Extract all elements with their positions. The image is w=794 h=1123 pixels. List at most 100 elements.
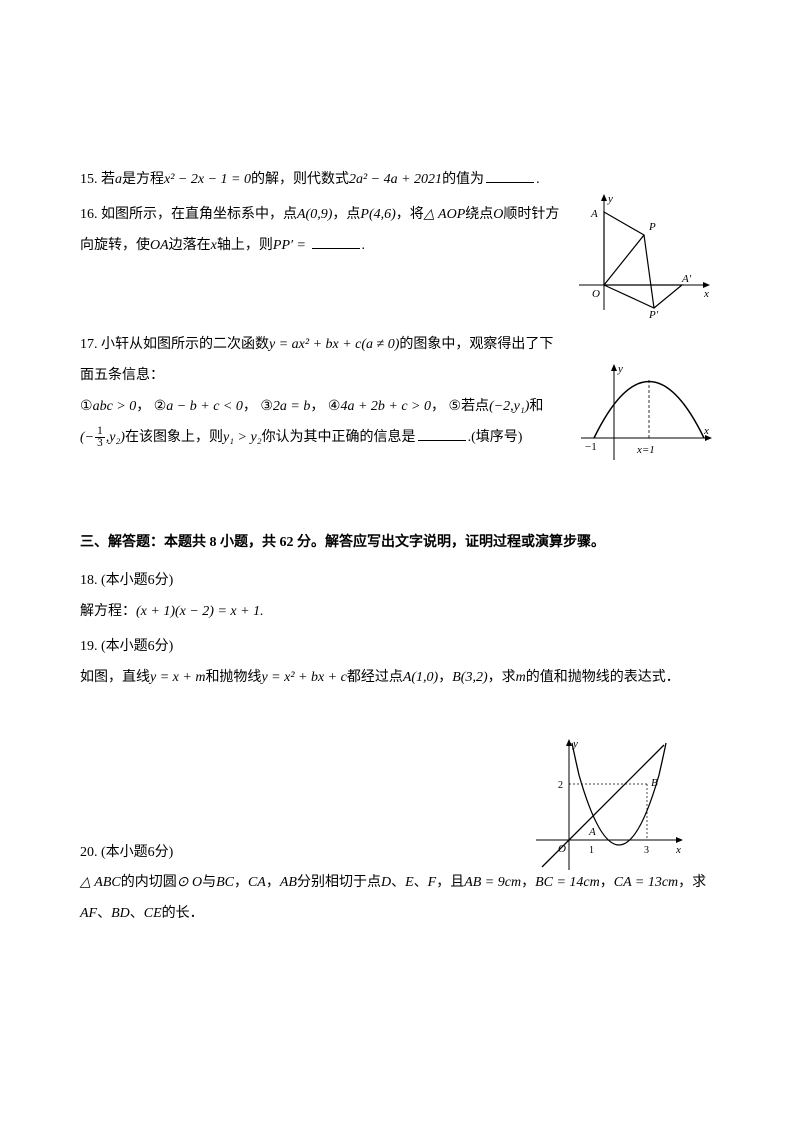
pt: E [405, 875, 414, 890]
dun: ， [234, 875, 248, 890]
point-P-label: P [648, 221, 656, 233]
ineq: a − b + c < 0 [166, 399, 243, 414]
eq: (x + 1)(x − 2) = x + 1. [136, 604, 264, 619]
ineq: 4a + 2b + c > 0 [340, 399, 431, 414]
text: 边落在 [169, 238, 211, 253]
tick-2: 2 [558, 780, 563, 791]
seg: BC [216, 875, 234, 890]
text: 小轩从如图所示的二次函数 [101, 337, 269, 352]
text: . [362, 238, 366, 253]
text: ，且 [436, 875, 464, 890]
text: ，点 [332, 207, 360, 222]
val: CA = 13cm [614, 875, 678, 890]
denominator: 3 [95, 438, 105, 449]
seg: AB [280, 875, 297, 890]
ineq: y₁ > y₂ [223, 430, 262, 445]
circle: ⊙ O [177, 875, 202, 890]
tri: △ AOP [424, 207, 465, 222]
point-Pprime-label: P′ [648, 309, 659, 320]
eq: 2a = b [273, 399, 310, 414]
text: 的解，则代数式 [251, 172, 349, 187]
text: 轴上，则 [217, 238, 273, 253]
q-number: 18. [80, 573, 98, 588]
dun: ， [266, 875, 280, 890]
comma: ， [521, 875, 535, 890]
seg: CA [248, 875, 266, 890]
section-3-title: 三、解答题：本题共 8 小题，共 62 分。解答应写出文字说明，证明过程或演算步… [80, 528, 714, 559]
text: 你认为其中正确的信息是 [262, 430, 416, 445]
points: (本小题6分) [101, 573, 173, 588]
axis-y-label: y [607, 193, 613, 205]
pt-frac-close: ,y₂) [106, 430, 125, 445]
pt: (−2,y₁) [489, 399, 529, 414]
ineq: abc > 0 [93, 399, 137, 414]
text: 如图，直线 [80, 670, 150, 685]
item-5: ⑤ [449, 392, 462, 423]
q-number: 15. [80, 172, 98, 187]
seg: CE [144, 906, 162, 921]
text: 的长． [162, 906, 204, 921]
comma: ， [438, 670, 452, 685]
q-number: 16. [80, 207, 98, 222]
q-number: 19. [80, 639, 98, 654]
eq: y = x + m [150, 670, 205, 685]
q-number: 17. [80, 337, 98, 352]
item-2: ② [154, 392, 167, 423]
text: 绕点 [465, 207, 493, 222]
text: ，将 [396, 207, 424, 222]
fill-blank[interactable] [486, 169, 534, 183]
text: .(填序号) [468, 430, 523, 445]
seg: PP′ = [273, 238, 306, 253]
comma: ， [136, 399, 150, 414]
val: BC = 14cm [535, 875, 600, 890]
problem-18: 18. (本小题6分) 解方程：(x + 1)(x − 2) = x + 1. [80, 566, 714, 628]
figure-16-coordinate-system: y x O A P A′ P′ [574, 190, 714, 320]
seg: OA [150, 238, 169, 253]
pt: P(4,6) [360, 207, 395, 222]
origin-label: O [592, 288, 600, 300]
problem-20: 20. (本小题6分) △ ABC的内切圆⊙ O与BC，CA，AB分别相切于点D… [80, 838, 714, 930]
dun: 、 [130, 906, 144, 921]
point-A-label: A [590, 208, 598, 220]
pt: A(1,0) [403, 670, 438, 685]
text: 和 [529, 399, 543, 414]
val: AB = 9cm [464, 875, 521, 890]
points: (本小题6分) [101, 639, 173, 654]
fill-blank[interactable] [418, 427, 466, 441]
pt: O [493, 207, 503, 222]
comma: ， [243, 399, 257, 414]
pt: D [381, 875, 391, 890]
q-number: 20. [80, 845, 98, 860]
text: 与 [202, 875, 216, 890]
item-1: ① [80, 392, 93, 423]
axis-x-label: x [703, 425, 709, 437]
text: . [536, 172, 540, 187]
text: 是方程 [122, 172, 164, 187]
item-3: ③ [260, 392, 273, 423]
dun: 、 [414, 875, 428, 890]
dun: 、 [391, 875, 405, 890]
point-A-label: A [588, 826, 596, 838]
figure-17-parabola: y x −1 x=1 [579, 360, 714, 470]
text: 若 [101, 172, 115, 187]
text: ，求 [488, 670, 516, 685]
text: 如图所示，在直角坐标系中，点 [101, 207, 297, 222]
text: 的值和抛物线的表达式． [526, 670, 680, 685]
dun: 、 [97, 906, 111, 921]
fill-blank[interactable] [312, 235, 360, 249]
text: 和抛物线 [205, 670, 261, 685]
seg: AF [80, 906, 97, 921]
points: (本小题6分) [101, 845, 173, 860]
problem-19: 19. (本小题6分) 如图，直线y = x + m和抛物线y = x² + b… [80, 632, 714, 694]
pt: A(0,9) [297, 207, 332, 222]
var: a [115, 172, 122, 187]
axis-x-label: x [703, 288, 709, 300]
axis-y-label: y [617, 363, 623, 375]
var: m [516, 670, 526, 685]
pt-frac-open: (− [80, 430, 94, 445]
tri: △ ABC [80, 875, 121, 890]
item-4: ④ [328, 392, 341, 423]
text: 解方程： [80, 604, 136, 619]
vertex-x-label: x=1 [636, 444, 655, 456]
text: 的值为 [442, 172, 484, 187]
